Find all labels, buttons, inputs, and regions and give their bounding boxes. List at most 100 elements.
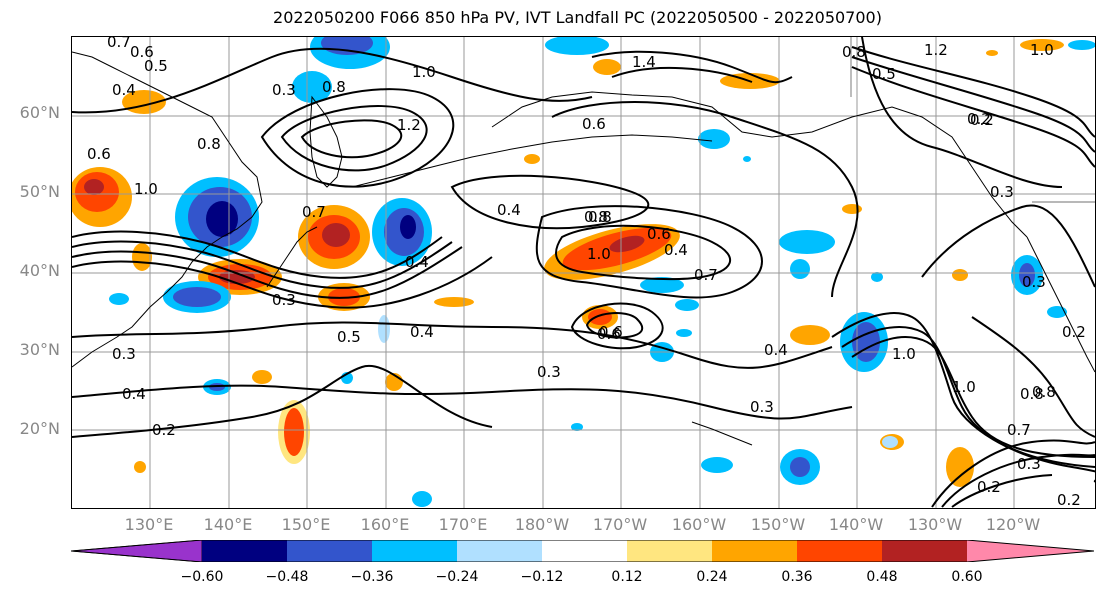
lon-label-140w: 140°W bbox=[828, 515, 884, 534]
contour-line bbox=[72, 47, 593, 114]
contour-label: 0.8 bbox=[842, 43, 866, 61]
contour-label: 0.2 bbox=[1062, 323, 1086, 341]
pv-negative-blob bbox=[378, 315, 390, 343]
contour-line bbox=[280, 105, 428, 172]
pv-positive-blob bbox=[790, 325, 830, 345]
map-panel[interactable]: 0.7 0.6 0.5 0.4 0.3 0.8 1.0 1.2 1.4 0.8 … bbox=[71, 36, 1096, 509]
contour-label: 0.4 bbox=[122, 385, 146, 403]
pv-negative-blob bbox=[1068, 40, 1095, 50]
contour-label: 0.3 bbox=[272, 81, 296, 99]
pv-negative-blob bbox=[545, 37, 609, 55]
coastline-kamchatka bbox=[309, 95, 343, 188]
lat-label-40n: 40°N bbox=[19, 261, 60, 280]
colorbar-svg bbox=[70, 539, 1095, 563]
lon-label-170w: 170°W bbox=[592, 515, 648, 534]
lat-label-50n: 50°N bbox=[19, 182, 60, 201]
contour-label: 0.6 bbox=[582, 115, 606, 133]
pv-positive-blob bbox=[593, 59, 621, 75]
contour-line bbox=[971, 316, 1095, 438]
contour-label: 1.0 bbox=[892, 345, 916, 363]
pv-negative-blob bbox=[852, 322, 880, 362]
contour-line bbox=[72, 321, 833, 369]
contour-label: 0.3 bbox=[750, 398, 774, 416]
contour-line bbox=[861, 37, 1063, 188]
contour-label: 0.5 bbox=[337, 328, 361, 346]
map-title: 2022050200 F066 850 hPa PV, IVT Landfall… bbox=[273, 8, 882, 27]
colorbar-segment bbox=[542, 540, 627, 562]
contour-label: 1.2 bbox=[924, 41, 948, 59]
contour-line bbox=[851, 66, 1095, 168]
contour-line bbox=[551, 101, 859, 298]
colorbar-segment bbox=[287, 540, 372, 562]
pv-negative-blob bbox=[1047, 306, 1067, 318]
lon-label-150w: 150°W bbox=[750, 515, 806, 534]
contour-line bbox=[931, 439, 1095, 508]
contour-label: 0.5 bbox=[872, 65, 896, 83]
contour-line bbox=[535, 205, 763, 299]
colorbar-tick: −0.24 bbox=[435, 569, 479, 585]
coastline-alaska bbox=[491, 91, 1028, 238]
lon-label-150e: 150°E bbox=[281, 515, 331, 534]
pv-negative-blob bbox=[701, 457, 733, 473]
ivt-contours bbox=[72, 37, 1095, 508]
lat-label-30n: 30°N bbox=[19, 340, 60, 359]
pv-negative-blob bbox=[790, 457, 810, 477]
contour-labels: 0.7 0.6 0.5 0.4 0.3 0.8 1.0 1.2 1.4 0.8 … bbox=[87, 37, 1086, 508]
contour-label: 0.4 bbox=[764, 341, 788, 359]
contour-line bbox=[841, 326, 1095, 468]
pv-positive-blob bbox=[434, 297, 474, 307]
colorbar-tick: −0.48 bbox=[265, 569, 309, 585]
pv-positive-blob bbox=[986, 50, 998, 56]
pv-positive-blob bbox=[134, 461, 146, 473]
colorbar-tick: 0.48 bbox=[866, 569, 898, 585]
contour-line bbox=[72, 364, 493, 438]
contour-label: 0.5 bbox=[144, 57, 168, 75]
colorbar-segment bbox=[457, 540, 542, 562]
contour-line bbox=[72, 256, 493, 309]
pv-negative-blob bbox=[882, 436, 898, 448]
contour-label: 0.3 bbox=[1017, 455, 1041, 473]
contour-label: 0.3 bbox=[272, 291, 296, 309]
contour-label: 0.8 bbox=[197, 135, 221, 153]
contour-label: 0.4 bbox=[410, 323, 434, 341]
contour-label: 0.8 bbox=[584, 208, 608, 226]
pv-negative-blob bbox=[1019, 263, 1035, 287]
pv-negative-blob bbox=[675, 299, 699, 311]
contour-label: 0.4 bbox=[497, 201, 521, 219]
colorbar-tick: 0.36 bbox=[781, 569, 813, 585]
contour-label: 0.2 bbox=[1057, 491, 1081, 508]
contour-label: 0.6 bbox=[130, 43, 154, 61]
colorbar-segment bbox=[372, 540, 457, 562]
pv-negative-blob bbox=[206, 201, 238, 237]
lon-label-160w: 160°W bbox=[671, 515, 727, 534]
contour-label: 1.0 bbox=[1030, 41, 1054, 59]
pv-negative-blob bbox=[871, 272, 883, 282]
pv-negative-blob bbox=[292, 71, 332, 103]
contour-line bbox=[260, 88, 455, 188]
contour-line bbox=[555, 224, 732, 281]
pv-positive-blob bbox=[1020, 39, 1064, 51]
colorbar-segment-lowest bbox=[70, 539, 203, 563]
contour-line bbox=[300, 119, 403, 159]
contour-label: 0.6 bbox=[647, 225, 671, 243]
colorbar-tick: 0.12 bbox=[611, 569, 643, 585]
pv-negative-blob bbox=[571, 423, 583, 431]
contour-label: 1.0 bbox=[587, 245, 611, 263]
pv-positive-blob bbox=[609, 235, 645, 253]
contour-line bbox=[585, 312, 644, 339]
contour-line bbox=[611, 66, 753, 83]
colorbar-segment bbox=[882, 540, 967, 562]
contour-label: 0.3 bbox=[990, 183, 1014, 201]
pv-positive-blob bbox=[322, 223, 350, 247]
pv-negative-blob bbox=[640, 277, 684, 293]
pv-negative-blob bbox=[743, 156, 751, 162]
coastlines bbox=[72, 37, 1095, 446]
contour-label: 0.3 bbox=[1022, 273, 1046, 291]
colorbar-segment bbox=[712, 540, 797, 562]
contour-label: 1.0 bbox=[134, 180, 158, 198]
pv-positive-blob bbox=[252, 370, 272, 384]
contour-label: 0.6 bbox=[87, 145, 111, 163]
lon-label-160e: 160°E bbox=[360, 515, 410, 534]
contour-label: 0.8 bbox=[322, 78, 346, 96]
coastline-hawaii bbox=[691, 421, 753, 446]
